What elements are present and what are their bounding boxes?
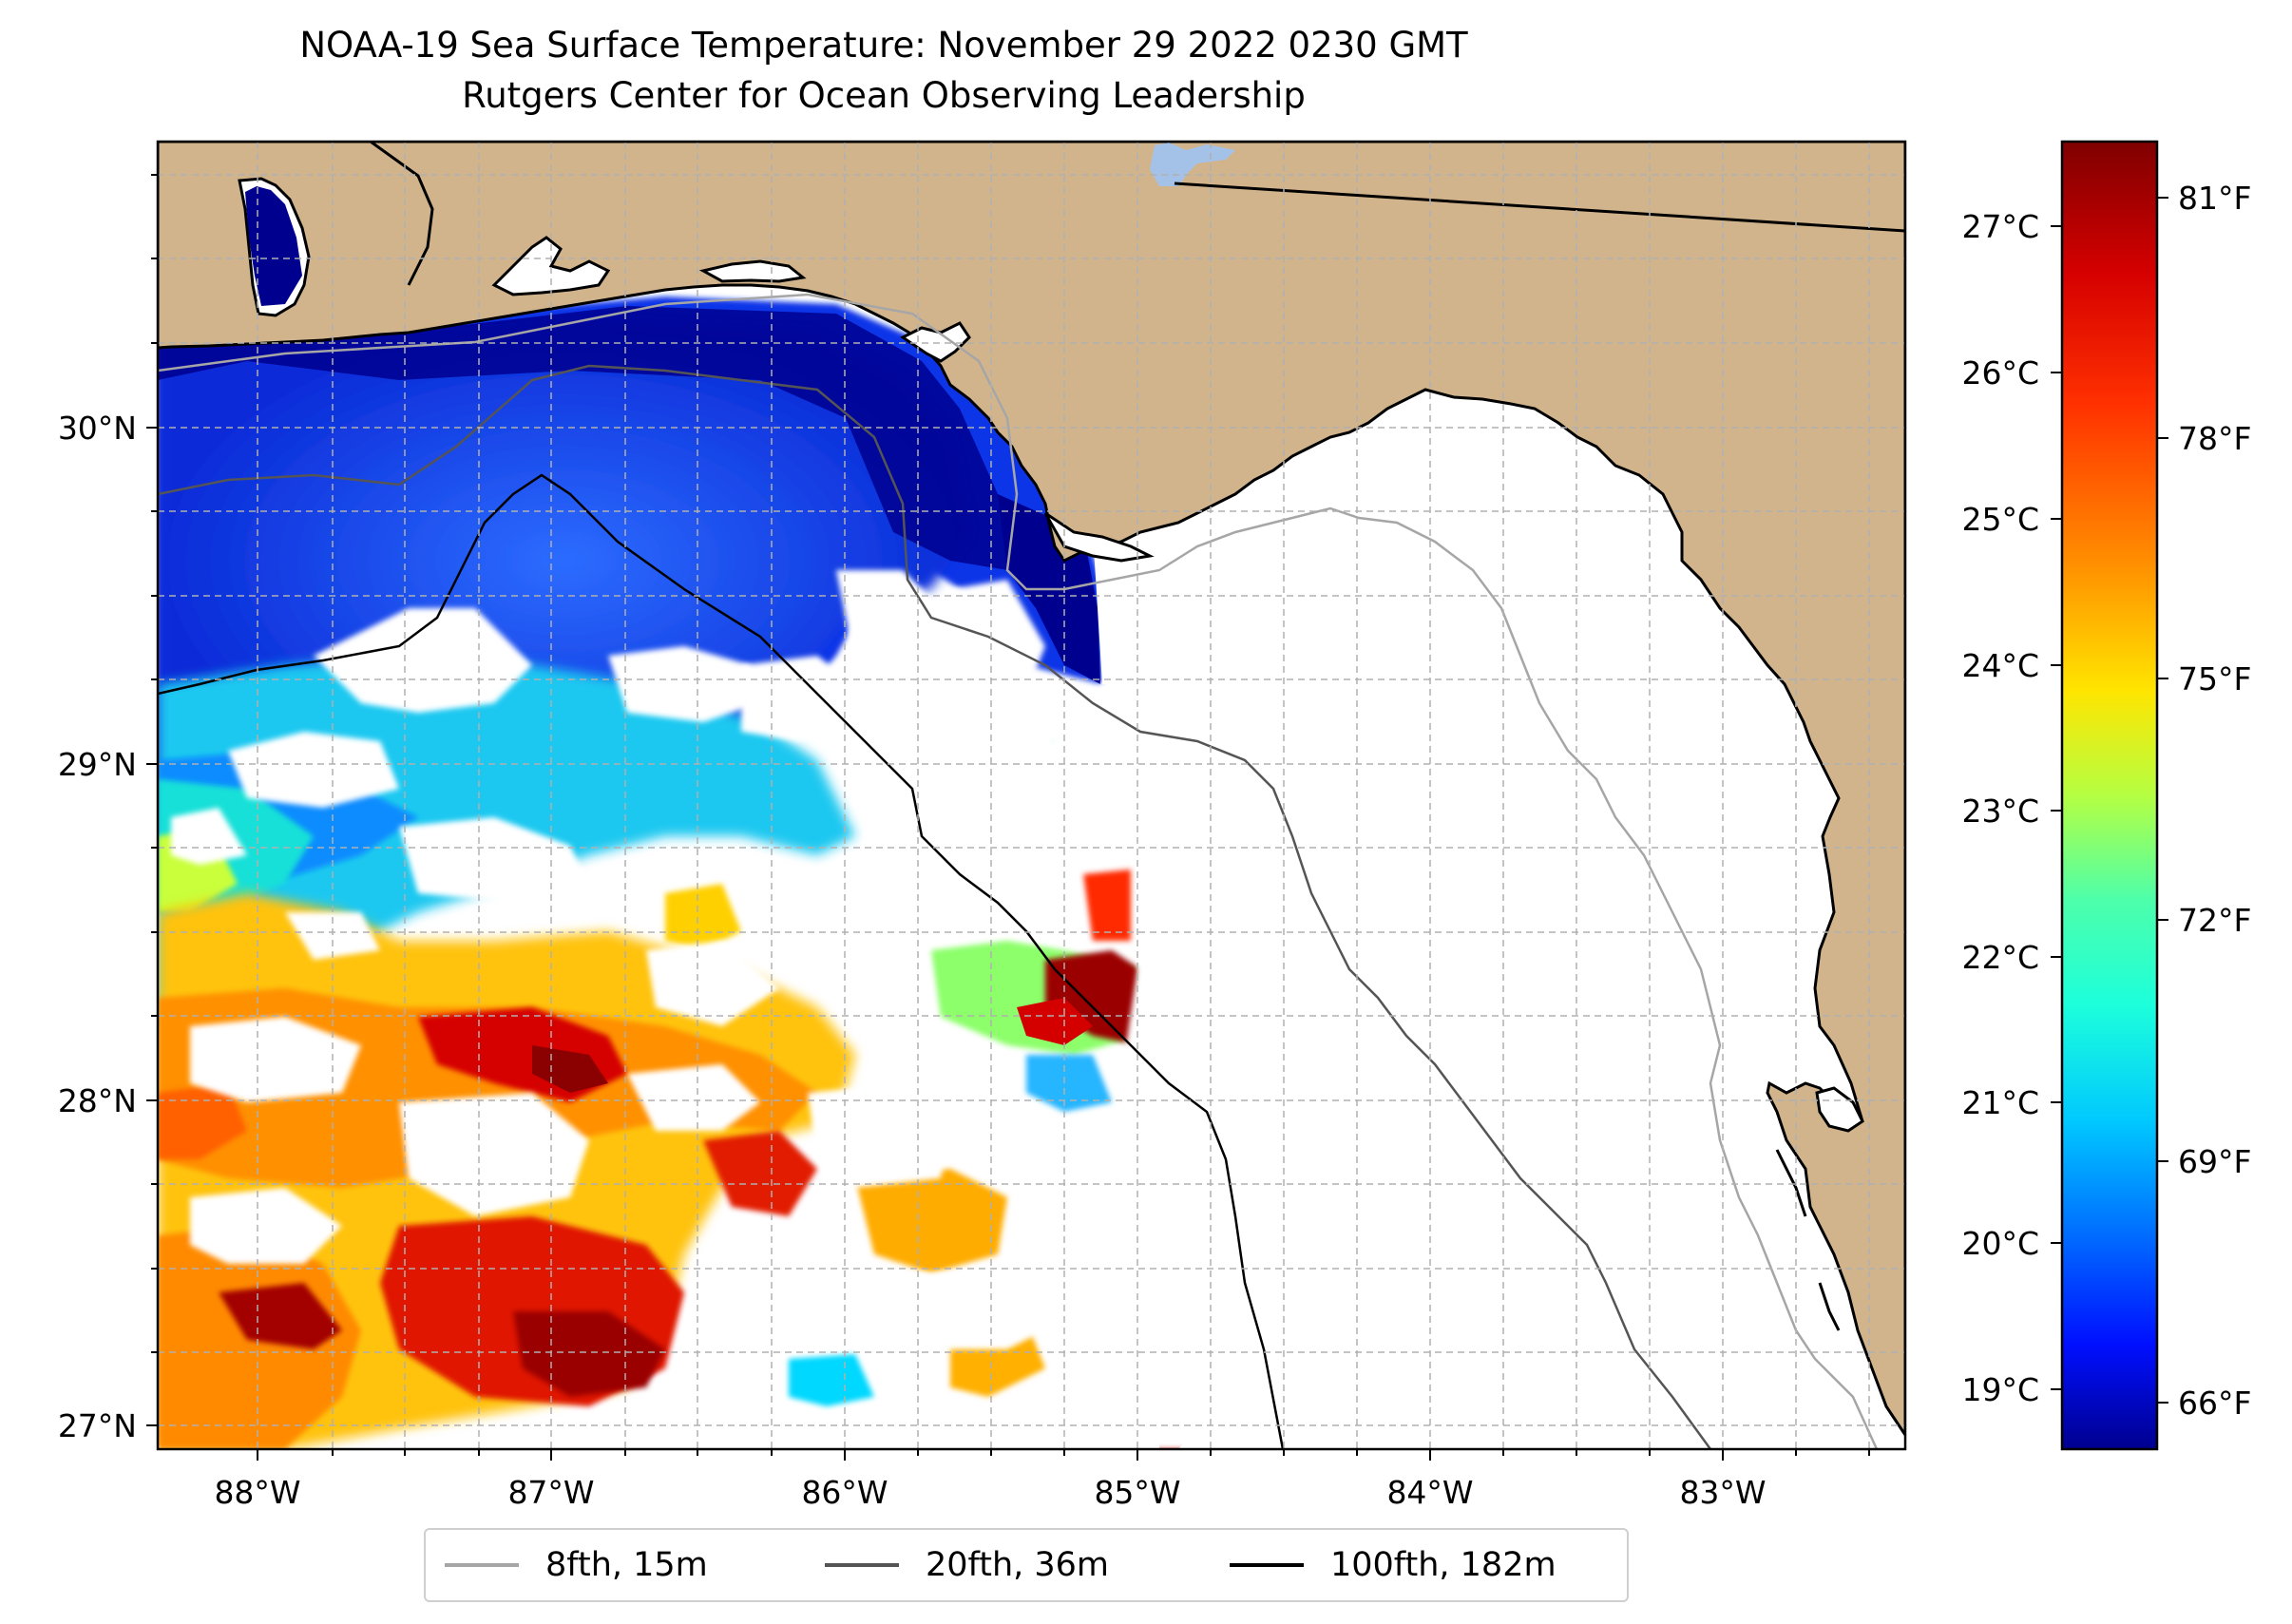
state-border	[1174, 182, 1905, 233]
legend-label: 8fth, 15m	[545, 1546, 708, 1584]
lon-tick-label: 85°W	[1094, 1474, 1180, 1511]
colorbar-fahrenheit-label: 66°F	[2178, 1385, 2251, 1422]
colorbar-celsius-label: 27°C	[1961, 208, 2039, 245]
state-border-west	[370, 142, 434, 286]
gridlines	[158, 142, 1905, 1449]
colorbar-celsius-label: 25°C	[1961, 501, 2039, 538]
lat-tick-label: 27°N	[58, 1407, 137, 1444]
bay-inlet	[245, 186, 302, 306]
lon-tick-label: 84°W	[1386, 1474, 1473, 1511]
axis-ticks	[146, 174, 1870, 1461]
legend-item: 8fth, 15m	[445, 1530, 708, 1600]
isobath-8fth	[158, 293, 1879, 1449]
colorbar-fahrenheit-label: 69°F	[2178, 1143, 2251, 1180]
lake	[1150, 143, 1235, 186]
legend-item: 100fth, 182m	[1230, 1530, 1557, 1600]
colorbar-celsius-label: 20°C	[1961, 1225, 2039, 1262]
legend-item: 20fth, 36m	[825, 1530, 1109, 1600]
colorbar-ticks	[2051, 197, 2168, 1404]
colorbar-celsius-label: 23°C	[1961, 793, 2039, 830]
choctawhatchee-bay	[698, 259, 807, 283]
colorbar-fahrenheit-label: 81°F	[2178, 180, 2251, 217]
pensacola-bay	[491, 236, 611, 296]
colorbar	[2060, 140, 2159, 1451]
lon-tick-label: 88°W	[214, 1474, 300, 1511]
colorbar-fahrenheit-label: 72°F	[2178, 902, 2251, 939]
isobath-legend: 8fth, 15m 20fth, 36m 100fth, 182m	[424, 1528, 1629, 1602]
colorbar-celsius-label: 22°C	[1961, 939, 2039, 976]
colorbar-celsius-label: 19°C	[1961, 1371, 2039, 1408]
legend-label: 100fth, 182m	[1330, 1546, 1557, 1584]
legend-label: 20fth, 36m	[926, 1546, 1110, 1584]
legend-line-100fth	[1230, 1563, 1304, 1567]
sst-data-layer	[158, 296, 1905, 1449]
colorbar-fahrenheit-label: 78°F	[2178, 420, 2251, 457]
map-subtitle: Rutgers Center for Ocean Observing Leade…	[462, 75, 1306, 116]
colorbar-celsius-label: 24°C	[1961, 647, 2039, 684]
colorbar-celsius-label: 21°C	[1961, 1084, 2039, 1121]
map-title: NOAA-19 Sea Surface Temperature: Novembe…	[299, 25, 1468, 66]
legend-line-8fth	[445, 1563, 519, 1567]
charlotte-harbor-island	[1775, 1149, 1841, 1331]
legend-line-20fth	[825, 1563, 899, 1567]
lat-tick-label: 30°N	[58, 410, 137, 447]
colorbar-celsius-label: 26°C	[1961, 354, 2039, 392]
colorbar-fahrenheit-label: 75°F	[2178, 660, 2251, 697]
map-frame	[156, 140, 1907, 1451]
st-andrews-bay	[900, 321, 971, 363]
apalachicola-bay	[1043, 511, 1155, 563]
lon-tick-label: 83°W	[1679, 1474, 1766, 1511]
isobath-20fth	[158, 364, 1712, 1449]
lon-tick-label: 87°W	[507, 1474, 594, 1511]
lat-tick-label: 28°N	[58, 1082, 137, 1119]
lon-tick-label: 86°W	[801, 1474, 888, 1511]
tampa-bay	[1815, 1086, 1864, 1133]
isobath-100fth	[158, 473, 1285, 1449]
lat-tick-label: 29°N	[58, 746, 137, 783]
